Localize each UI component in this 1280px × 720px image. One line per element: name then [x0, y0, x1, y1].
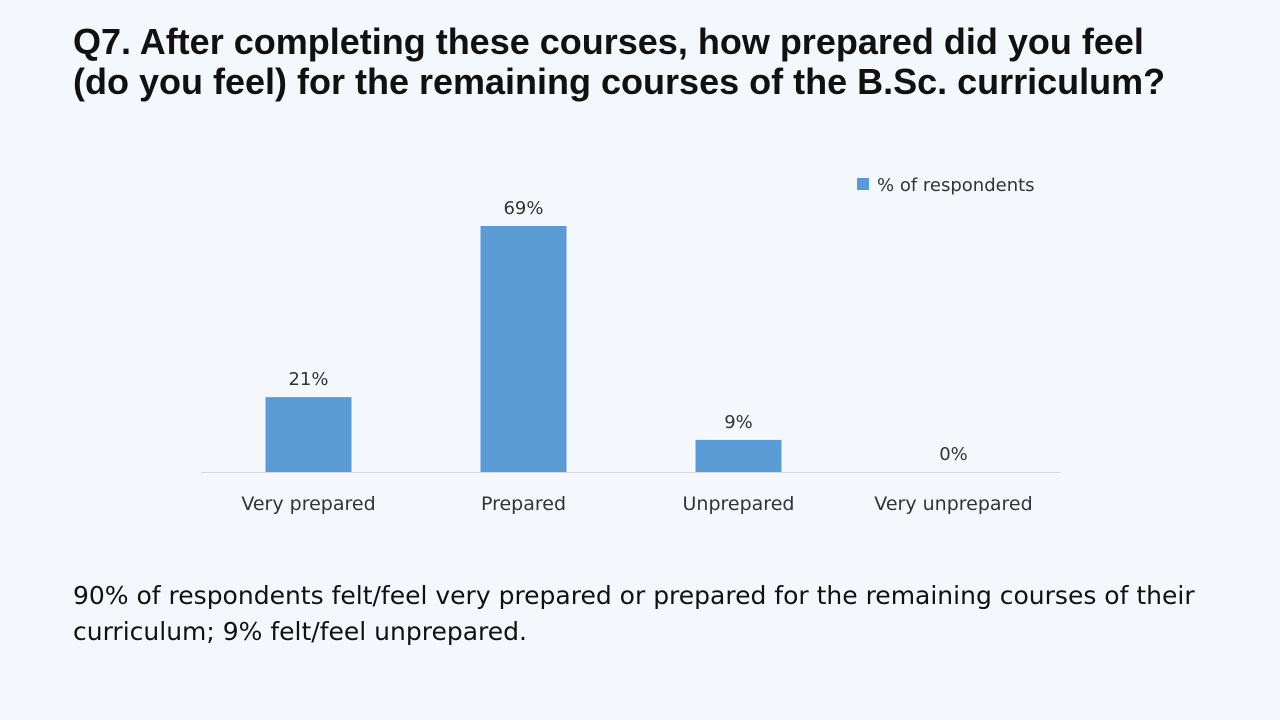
data-label-1: 69%	[503, 198, 543, 219]
category-label-2: Unprepared	[683, 493, 795, 515]
data-label-2: 9%	[724, 412, 753, 433]
legend-swatch	[857, 178, 869, 190]
category-label-0: Very prepared	[241, 493, 375, 515]
data-label-0: 21%	[288, 369, 328, 390]
slide-title: Q7. After completing these courses, how …	[73, 21, 1166, 102]
category-label-1: Prepared	[481, 493, 566, 515]
data-label-3: 0%	[939, 444, 968, 465]
category-label-3: Very unprepared	[874, 493, 1032, 515]
bar-0	[265, 397, 352, 472]
bar-1	[480, 226, 567, 472]
legend-label: % of respondents	[877, 175, 1035, 196]
summary-text: 90% of respondents felt/feel very prepar…	[73, 581, 1195, 646]
bar-2	[695, 439, 782, 472]
